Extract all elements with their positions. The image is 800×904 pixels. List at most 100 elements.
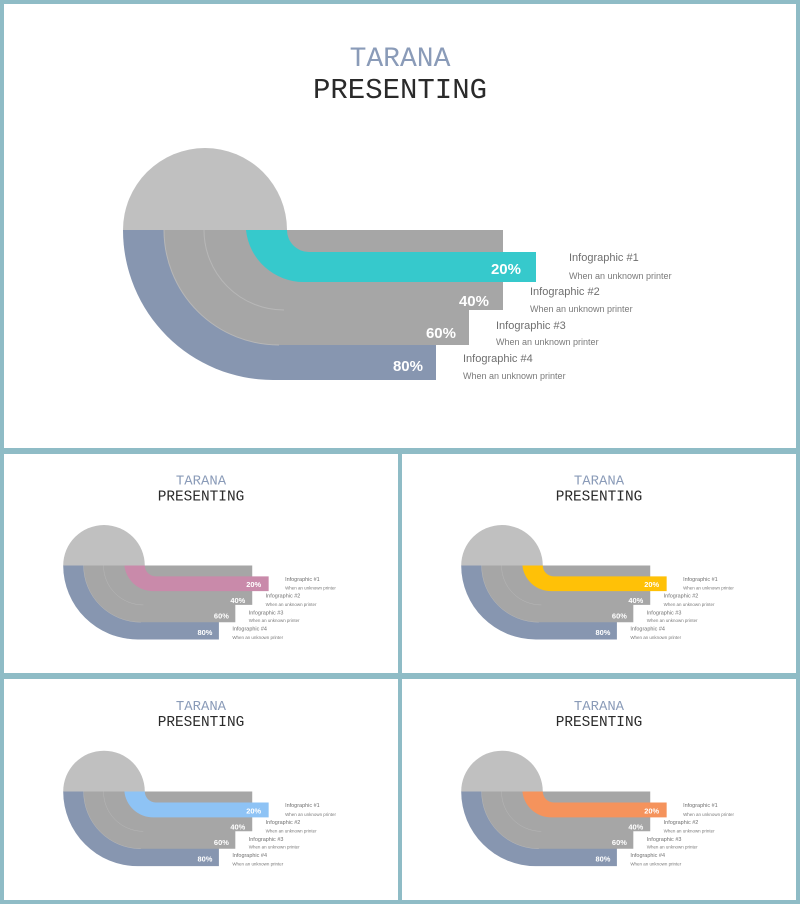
percent-label: 40% <box>230 596 245 605</box>
item-label: Infographic #1 <box>569 252 639 264</box>
item-label: Infographic #4 <box>232 627 267 633</box>
band-20-accent <box>124 791 269 818</box>
item-sublabel: When an unknown printer <box>496 337 599 347</box>
top-semicircle <box>63 525 145 566</box>
band-20-accent <box>522 791 667 818</box>
percent-label: 20% <box>246 580 261 589</box>
percent-label: 20% <box>644 580 659 589</box>
item-sublabel: When an unknown printer <box>463 371 566 381</box>
item-sublabel: When an unknown printer <box>232 862 283 867</box>
item-sublabel: When an unknown printer <box>664 828 715 833</box>
item-sublabel: When an unknown printer <box>266 828 317 833</box>
slide-yellow: TARANA PRESENTING 20% Infographic #1 When an… <box>402 454 796 673</box>
item-label: Infographic #2 <box>530 286 600 298</box>
arc-line <box>501 791 542 832</box>
top-semicircle <box>123 148 287 230</box>
item-sublabel: When an unknown printer <box>664 602 715 607</box>
percent-label: 40% <box>628 822 643 831</box>
slide-main: TARANA PRESENTING 20% Infographic #1 When an… <box>4 4 796 448</box>
item-label: Infographic #4 <box>630 853 665 859</box>
item-sublabel: When an unknown printer <box>249 618 300 623</box>
item-label: Infographic #4 <box>630 627 665 633</box>
item-label: Infographic #2 <box>664 820 699 826</box>
item-sublabel: When an unknown printer <box>530 304 633 314</box>
percent-label: 80% <box>198 628 213 637</box>
arc-line <box>83 791 141 849</box>
percent-label: 60% <box>612 612 627 621</box>
arc-line <box>481 565 539 623</box>
title-line1: TARANA <box>176 474 227 490</box>
arc-line <box>103 565 144 606</box>
item-label: Infographic #2 <box>664 594 699 600</box>
top-semicircle <box>461 750 543 792</box>
percent-label: 20% <box>491 261 521 278</box>
item-label: Infographic #1 <box>683 803 718 809</box>
item-sublabel: When an unknown printer <box>266 602 317 607</box>
item-sublabel: When an unknown printer <box>630 862 681 867</box>
top-semicircle <box>63 750 145 792</box>
item-sublabel: When an unknown printer <box>249 845 300 850</box>
arc-line <box>83 565 141 623</box>
title-line2: PRESENTING <box>556 489 643 505</box>
percent-label: 20% <box>246 806 261 815</box>
percent-label: 40% <box>230 822 245 831</box>
percent-label: 60% <box>612 838 627 847</box>
item-sublabel: When an unknown printer <box>683 586 734 591</box>
item-label: Infographic #1 <box>285 577 320 583</box>
slide-blue: TARANA PRESENTING 20% Infographic #1 When an… <box>4 679 398 900</box>
top-semicircle <box>461 525 543 566</box>
item-label: Infographic #2 <box>266 820 301 826</box>
title-line2: PRESENTING <box>158 489 245 505</box>
title-line1: TARANA <box>350 44 451 75</box>
title-line2: PRESENTING <box>313 74 487 107</box>
percent-label: 80% <box>393 358 423 375</box>
band-20-accent <box>522 565 667 592</box>
arc-line <box>501 565 542 606</box>
title-line1: TARANA <box>176 699 227 715</box>
slide-pink: TARANA PRESENTING 20% Infographic #1 When an… <box>4 454 398 673</box>
item-label: Infographic #4 <box>463 353 533 365</box>
percent-label: 60% <box>426 325 456 342</box>
percent-label: 80% <box>596 628 611 637</box>
item-label: Infographic #3 <box>249 610 284 616</box>
item-sublabel: When an unknown printer <box>647 845 698 850</box>
percent-label: 80% <box>198 855 213 864</box>
percent-label: 60% <box>214 612 229 621</box>
title-line1: TARANA <box>574 474 625 490</box>
item-label: Infographic #3 <box>647 610 682 616</box>
title-line1: TARANA <box>574 699 625 715</box>
percent-label: 40% <box>459 293 489 310</box>
item-sublabel: When an unknown printer <box>630 635 681 640</box>
item-label: Infographic #1 <box>683 577 718 583</box>
item-label: Infographic #2 <box>266 594 301 600</box>
band-20-accent <box>246 230 536 283</box>
percent-label: 20% <box>644 806 659 815</box>
item-sublabel: When an unknown printer <box>285 812 336 817</box>
arc-line <box>203 229 285 311</box>
title-line2: PRESENTING <box>158 715 245 731</box>
item-label: Infographic #4 <box>232 853 267 859</box>
item-label: Infographic #1 <box>285 803 320 809</box>
percent-label: 40% <box>628 596 643 605</box>
item-sublabel: When an unknown printer <box>683 812 734 817</box>
arc-line <box>103 791 144 832</box>
percent-label: 80% <box>596 855 611 864</box>
item-label: Infographic #3 <box>647 837 682 843</box>
arc-line <box>163 229 280 346</box>
item-label: Infographic #3 <box>249 837 284 843</box>
title-line2: PRESENTING <box>556 715 643 731</box>
slide-orange: TARANA PRESENTING 20% Infographic #1 When an… <box>402 679 796 900</box>
item-sublabel: When an unknown printer <box>647 618 698 623</box>
item-label: Infographic #3 <box>496 320 566 332</box>
percent-label: 60% <box>214 838 229 847</box>
item-sublabel: When an unknown printer <box>232 635 283 640</box>
item-sublabel: When an unknown printer <box>285 586 336 591</box>
arc-line <box>481 791 539 849</box>
item-sublabel: When an unknown printer <box>569 271 672 281</box>
band-20-accent <box>124 565 269 592</box>
